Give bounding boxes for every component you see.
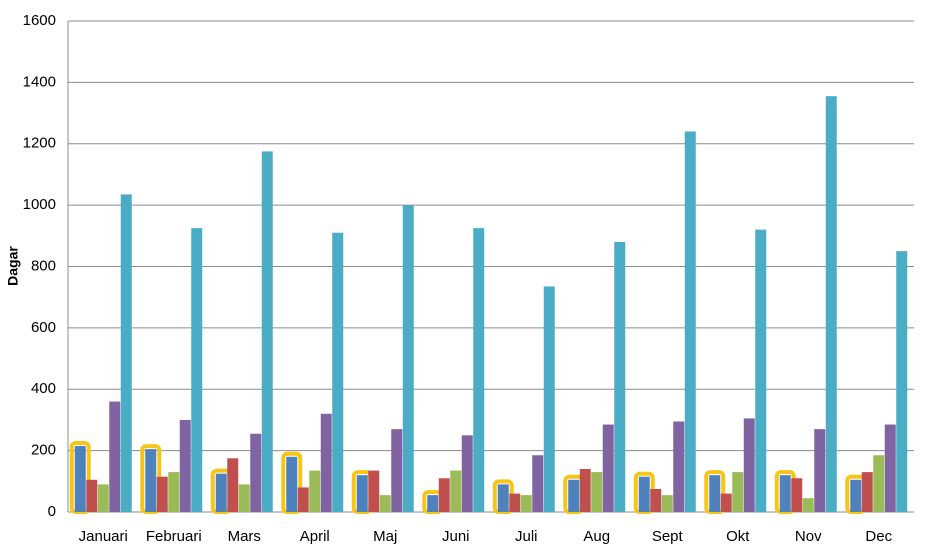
x-tick-label: Okt	[726, 528, 750, 545]
bar	[97, 484, 109, 512]
bar	[825, 96, 837, 512]
bar	[86, 479, 98, 512]
bar	[309, 470, 321, 512]
bar	[473, 228, 485, 512]
bar	[591, 472, 603, 512]
bar	[261, 151, 273, 512]
bar	[579, 469, 591, 512]
bar	[614, 241, 626, 512]
y-tick-label: 1200	[23, 135, 56, 152]
bar	[814, 429, 826, 512]
bar	[320, 413, 332, 512]
y-tick-label: 200	[31, 442, 56, 459]
bar	[238, 484, 250, 512]
bar	[802, 498, 814, 512]
bar	[673, 421, 685, 512]
bar	[356, 475, 368, 512]
x-tick-label: Juli	[515, 528, 538, 545]
x-tick-label: Dec	[865, 528, 892, 545]
y-tick-label: 1600	[23, 12, 56, 29]
bar	[297, 487, 309, 512]
bar	[568, 479, 580, 512]
bar	[215, 473, 227, 512]
bar	[332, 232, 344, 512]
bar	[873, 455, 885, 512]
y-tick-label: 800	[31, 257, 56, 274]
y-tick-label: 600	[31, 319, 56, 336]
y-tick-label: 0	[48, 503, 56, 520]
y-axis-title: Dagar	[5, 246, 21, 286]
bar	[779, 475, 791, 512]
x-tick-label: Mars	[228, 528, 261, 545]
bar	[156, 476, 168, 512]
bar	[896, 251, 908, 512]
bar	[650, 488, 662, 512]
bar	[250, 433, 262, 512]
bar	[661, 495, 673, 512]
y-tick-label: 1000	[23, 196, 56, 213]
bar	[638, 476, 650, 512]
bar	[368, 470, 380, 512]
x-tick-label: Maj	[373, 528, 397, 545]
bar	[732, 472, 744, 512]
bar	[179, 419, 191, 512]
bar	[168, 472, 180, 512]
bar	[532, 455, 544, 512]
bar	[709, 475, 721, 512]
y-tick-label: 400	[31, 380, 56, 397]
bar	[497, 484, 509, 512]
bar	[109, 401, 121, 512]
x-tick-label: April	[300, 528, 330, 545]
bar	[402, 205, 414, 512]
bar	[520, 495, 532, 512]
x-tick-label: Sept	[652, 528, 684, 545]
x-tick-label: Februari	[146, 528, 202, 545]
bar	[884, 424, 896, 512]
x-tick-label: Juni	[442, 528, 470, 545]
x-tick-label: Aug	[583, 528, 610, 545]
bar	[438, 478, 450, 512]
bar	[227, 458, 239, 512]
bar	[684, 131, 696, 512]
bar	[720, 493, 732, 512]
bar	[120, 194, 132, 512]
x-tick-label: Nov	[795, 528, 822, 545]
bar	[427, 495, 439, 512]
bar	[391, 429, 403, 512]
bar	[191, 228, 203, 512]
bar	[791, 478, 803, 512]
bar	[379, 495, 391, 512]
bar	[509, 493, 521, 512]
bar	[755, 229, 767, 513]
bar	[743, 418, 755, 512]
bar	[286, 456, 298, 512]
bar	[861, 472, 873, 512]
bar	[450, 470, 462, 512]
bar	[543, 286, 555, 512]
bar	[145, 449, 157, 512]
bar	[461, 435, 473, 512]
x-tick-label: Januari	[79, 528, 128, 545]
bar	[74, 446, 86, 512]
bar	[602, 424, 614, 512]
bar	[850, 479, 862, 512]
y-tick-label: 1400	[23, 73, 56, 90]
